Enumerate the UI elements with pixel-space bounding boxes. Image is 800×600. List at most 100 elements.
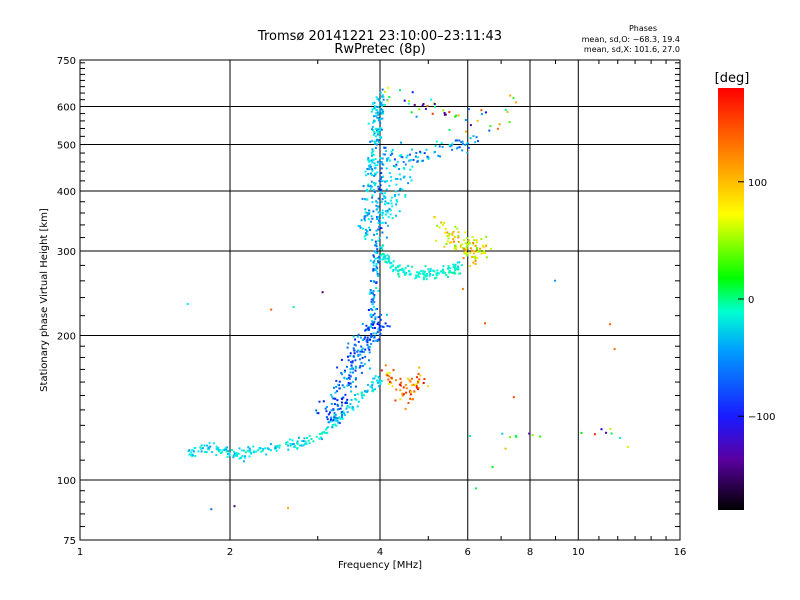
data-point: [435, 140, 438, 143]
data-point: [241, 454, 244, 457]
data-point: [370, 110, 373, 113]
data-point: [387, 257, 390, 260]
data-point: [334, 391, 337, 394]
data-point: [457, 231, 460, 234]
data-point: [368, 345, 371, 348]
data-point: [372, 150, 375, 153]
plot-frame: [79, 59, 681, 541]
data-point: [186, 303, 189, 305]
data-point: [370, 301, 373, 303]
data-point: [366, 214, 369, 217]
data-point: [381, 216, 384, 219]
data-point: [374, 135, 377, 138]
data-point: [386, 261, 388, 264]
data-point: [248, 447, 251, 450]
data-point: [394, 165, 397, 168]
data-point: [250, 451, 253, 454]
data-point: [325, 428, 328, 431]
data-point: [360, 394, 363, 397]
data-point: [463, 239, 466, 242]
data-point: [344, 369, 346, 372]
x-tick-label: 10: [572, 547, 585, 558]
data-point: [336, 417, 339, 420]
data-point: [459, 245, 462, 248]
data-point: [354, 366, 357, 369]
data-point: [380, 102, 383, 105]
data-point: [450, 271, 453, 274]
data-point: [387, 86, 390, 89]
data-point: [373, 320, 376, 323]
data-point: [417, 372, 420, 375]
data-point: [398, 168, 401, 170]
data-point: [375, 332, 378, 335]
data-point: [407, 102, 410, 105]
data-point: [326, 418, 329, 421]
data-point: [392, 165, 395, 167]
data-point: [398, 383, 401, 386]
chart-title: Tromsø 20141221 23:10:00–23:11:43: [257, 29, 502, 44]
data-point: [375, 245, 378, 248]
data-point: [217, 447, 220, 449]
data-point: [417, 271, 420, 274]
data-point: [371, 303, 374, 306]
data-point: [367, 122, 370, 125]
data-point: [346, 384, 349, 387]
data-point: [452, 230, 455, 233]
data-point: [539, 435, 542, 438]
data-point: [375, 229, 378, 232]
data-point: [199, 446, 202, 449]
data-point: [381, 88, 384, 91]
data-point: [401, 267, 404, 270]
data-point: [354, 338, 357, 341]
data-point: [428, 270, 431, 273]
data-point: [347, 384, 350, 386]
data-point: [480, 109, 483, 112]
data-point: [352, 355, 355, 358]
data-point: [376, 113, 379, 116]
data-point: [404, 273, 407, 276]
data-point: [432, 269, 435, 272]
data-point: [461, 149, 464, 152]
data-point: [383, 257, 385, 260]
data-point: [482, 252, 485, 254]
data-point: [371, 161, 374, 164]
data-point: [200, 447, 203, 450]
data-point: [365, 198, 368, 201]
data-point: [445, 274, 448, 277]
data-point: [372, 269, 375, 272]
data-point: [434, 144, 437, 147]
data-point: [354, 359, 357, 362]
data-point: [391, 385, 394, 388]
data-point: [378, 258, 381, 261]
data-point: [474, 257, 477, 260]
data-point: [432, 274, 434, 277]
data-point: [341, 373, 343, 376]
data-point: [365, 234, 368, 236]
data-point: [373, 107, 376, 110]
data-point: [380, 313, 382, 316]
data-point: [366, 341, 369, 344]
data-point: [285, 443, 288, 445]
data-point: [443, 112, 446, 114]
data-point: [423, 378, 426, 380]
data-point: [389, 154, 392, 157]
data-point: [386, 257, 389, 260]
data-point: [246, 449, 249, 452]
data-point: [334, 413, 337, 416]
data-point: [379, 332, 382, 335]
data-point: [379, 91, 382, 94]
data-point: [372, 332, 375, 335]
data-point: [389, 372, 392, 375]
data-point: [378, 220, 381, 223]
data-point: [411, 165, 414, 168]
data-point: [411, 265, 414, 268]
data-point: [390, 150, 393, 153]
data-point: [387, 202, 390, 205]
data-point: [362, 185, 365, 188]
data-point: [368, 226, 371, 229]
data-point: [381, 108, 384, 111]
data-point: [453, 240, 455, 243]
data-point: [371, 239, 374, 241]
data-point: [383, 255, 386, 258]
data-point: [364, 228, 367, 231]
